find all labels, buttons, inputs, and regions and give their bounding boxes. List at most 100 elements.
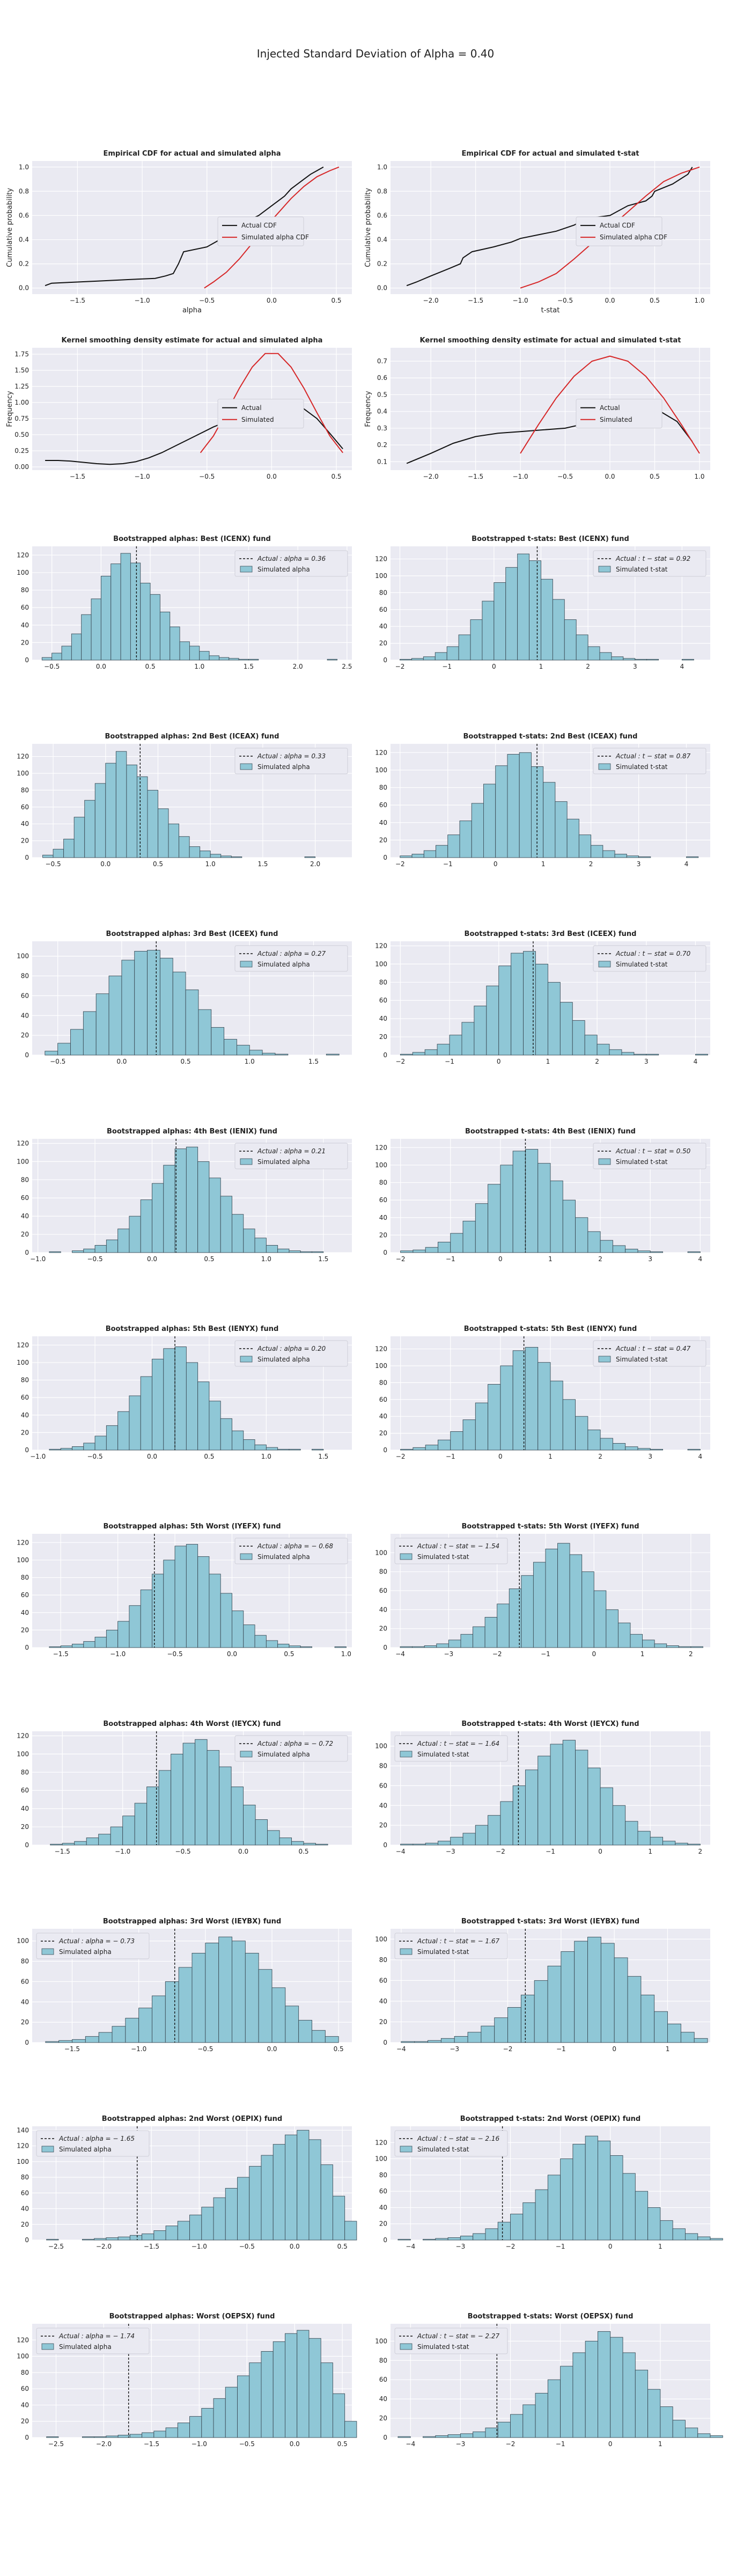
legend-box [593, 550, 706, 577]
y-tick-label: 0 [383, 2236, 387, 2244]
histogram-bar [266, 1447, 278, 1451]
x-tick-label: 0.0 [605, 297, 615, 304]
y-tick-label: 100 [375, 1935, 387, 1943]
histogram-bar [210, 854, 222, 858]
legend-box [394, 1735, 508, 1762]
legend-box [36, 1933, 150, 1959]
x-tick-label: 4 [694, 1058, 698, 1065]
histogram-bar [62, 1843, 75, 1846]
x-tick-label: 3 [648, 1255, 652, 1263]
y-tick-label: 0 [25, 1644, 29, 1651]
x-tick-label: −1 [446, 1453, 455, 1460]
histogram-bar [291, 1841, 304, 1846]
histogram-bar [110, 1826, 123, 1846]
x-tick-label: −2.5 [48, 2243, 64, 2250]
legend-label: Simulated alpha [59, 2146, 112, 2153]
legend-label: Actual : t − stat = − 2.27 [417, 2332, 500, 2340]
x-tick-label: −1 [442, 663, 452, 670]
subplot-title: Bootstrapped alphas: 3rd Worst (IEYBX) f… [103, 1918, 281, 1926]
series-line [406, 166, 693, 287]
x-tick-label: 0.5 [145, 663, 156, 670]
y-tick-label: 40 [379, 623, 387, 630]
x-tick-label: −1.0 [513, 473, 528, 480]
x-tick-label: 0.0 [227, 1650, 237, 1658]
histogram-bar [522, 2404, 536, 2438]
histogram-bar [680, 2032, 695, 2043]
histogram-bar [231, 1787, 244, 1846]
histogram-bar [500, 1165, 513, 1253]
legend-bar-swatch [240, 566, 253, 573]
y-tick-label: 80 [379, 978, 387, 986]
y-tick-label: 1.0 [377, 163, 387, 171]
x-tick-label: −3 [446, 1848, 455, 1855]
histogram-bar [397, 2239, 411, 2241]
histogram-bar [675, 1842, 688, 1846]
subplot-title: Bootstrapped alphas: 3rd Best (ICEEX) fu… [106, 930, 278, 938]
histogram-bar [500, 1365, 513, 1451]
y-tick-label: 80 [379, 2357, 387, 2364]
histogram-bar [152, 1358, 164, 1451]
x-tick-label: −1.0 [30, 1255, 46, 1263]
histogram-bar [667, 2023, 681, 2043]
subplot-title: Bootstrapped t-stats: Worst (OEPSX) fund [468, 2312, 634, 2321]
x-tick-label: −1.5 [144, 2243, 159, 2250]
y-tick-label: 0 [25, 1249, 29, 1256]
histogram-bar [460, 1634, 473, 1648]
histogram-bar [462, 1220, 476, 1253]
histogram-bar [297, 2330, 310, 2438]
histogram-bar [152, 1183, 164, 1253]
histogram-bar [140, 583, 151, 661]
y-tick-label: 120 [375, 1144, 387, 1151]
y-tick-label: 20 [21, 2221, 29, 2228]
histogram-bar [170, 626, 180, 661]
histogram-bar [550, 1380, 563, 1451]
histogram-bar [525, 1149, 539, 1253]
x-tick-label: 4 [698, 1453, 703, 1460]
x-tick-label: 2 [586, 663, 590, 670]
histogram-bar [547, 2379, 561, 2438]
histogram-bar [98, 2032, 113, 2043]
histogram-bar [332, 2393, 345, 2438]
y-tick-label: 40 [379, 1015, 387, 1022]
x-tick-label: −2 [396, 1255, 406, 1263]
histogram-bar [126, 764, 137, 858]
histogram-bar [229, 658, 239, 661]
histogram-bar [458, 634, 471, 661]
histogram-bar [174, 1546, 187, 1648]
legend-label: Simulated t-stat [417, 1948, 469, 1956]
y-tick-label: 20 [379, 1821, 387, 1829]
histogram-bar [218, 1936, 232, 2043]
legend-bar-swatch [240, 763, 253, 770]
histogram-bar [85, 2036, 99, 2043]
legend-box [234, 1143, 348, 1169]
histogram-bar [159, 957, 173, 1056]
x-tick-label: −4 [395, 1650, 405, 1658]
histogram-bar [308, 2139, 321, 2241]
histogram-bar [140, 1376, 152, 1451]
x-tick-label: −2 [395, 1058, 405, 1065]
histogram-bar [436, 845, 448, 858]
histogram-bar [650, 1448, 663, 1451]
x-tick-label: −2 [395, 663, 405, 670]
x-tick-label: −1.0 [192, 2440, 207, 2448]
y-tick-label: 0.2 [377, 260, 387, 268]
histogram-bar [660, 2406, 673, 2438]
histogram-bar [205, 1943, 219, 2043]
histogram-bar [63, 839, 75, 858]
histogram-bar [600, 1438, 613, 1451]
histogram-bar [320, 2164, 333, 2241]
y-tick-label: 60 [21, 604, 29, 611]
histogram-bar [238, 658, 249, 661]
x-tick-label: −4 [406, 2440, 415, 2448]
y-tick-label: 60 [379, 997, 387, 1004]
histogram-bar [609, 1049, 622, 1056]
subplot-title: Bootstrapped alphas: 4th Worst (IEYCX) f… [103, 1720, 281, 1728]
histogram-bar [660, 2220, 673, 2241]
histogram-bar [72, 1644, 84, 1648]
legend-bar-swatch [240, 1356, 253, 1363]
x-tick-label: 1.0 [194, 663, 204, 670]
histogram-bar [598, 2140, 611, 2241]
y-tick-label: 100 [17, 1359, 29, 1366]
y-tick-label: 20 [379, 640, 387, 647]
histogram-bar [447, 2434, 461, 2438]
